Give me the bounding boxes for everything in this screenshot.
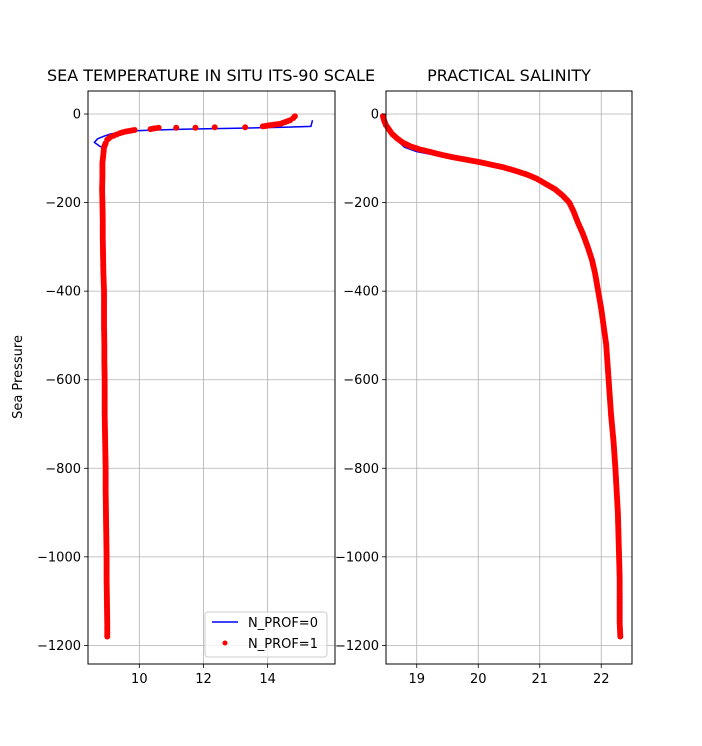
data-point (617, 633, 624, 640)
y-tick-label: −800 (45, 462, 81, 477)
y-tick-label: −1200 (335, 639, 379, 654)
y-tick-label: −600 (343, 373, 379, 388)
data-point (259, 123, 266, 130)
x-tick-label: 10 (131, 672, 148, 687)
y-tick-label: −200 (343, 196, 379, 211)
data-point (211, 124, 218, 131)
data-point (147, 126, 154, 133)
salinity-plot-title: PRACTICAL SALINITY (427, 66, 591, 85)
temperature-grid (88, 91, 335, 664)
data-point (242, 124, 249, 131)
salinity-grid (386, 91, 632, 664)
y-tick-label: −400 (343, 285, 379, 300)
y-tick-label: −1200 (37, 639, 81, 654)
data-point (173, 124, 180, 131)
x-tick-label: 19 (408, 672, 425, 687)
salinity-plot: PRACTICAL SALINITY 19 20 21 22 0 −200 −400 −600… (335, 66, 633, 687)
legend-box (204, 611, 328, 658)
salinity-series (379, 113, 624, 640)
y-tick-label: −200 (45, 196, 81, 211)
x-tick-label: 14 (259, 672, 276, 687)
y-tick-label: −600 (45, 373, 81, 388)
data-point (104, 633, 111, 640)
salinity-plot-frame (385, 90, 633, 665)
legend-dot-swatch (222, 640, 228, 646)
temperature-plot-frame (87, 90, 336, 665)
series-dots-n-prof-1 (379, 113, 624, 640)
legend: N_PROF=0 N_PROF=1 (204, 611, 328, 658)
x-tick-label: 12 (195, 672, 212, 687)
y-tick-label: −400 (45, 285, 81, 300)
x-tick-label: 20 (470, 672, 487, 687)
temperature-ticks: 10 12 14 0 −200 −400 −600 −800 −1000 −1200 (37, 108, 276, 687)
x-tick-label: 22 (593, 672, 610, 687)
temperature-plot-ylabel: Sea Pressure (11, 335, 26, 419)
legend-entry-n-prof-0: N_PROF=0 (248, 616, 318, 631)
y-tick-label: 0 (371, 108, 379, 123)
x-tick-label: 21 (531, 672, 548, 687)
y-tick-label: −800 (343, 462, 379, 477)
temperature-plot: SEA TEMPERATURE IN SITU ITS-90 SCALE Sea… (11, 66, 375, 687)
temperature-series (93, 113, 314, 640)
y-tick-label: 0 (73, 108, 81, 123)
data-point (192, 124, 199, 131)
y-tick-label: −1000 (335, 550, 379, 565)
temperature-plot-title: SEA TEMPERATURE IN SITU ITS-90 SCALE (47, 66, 375, 85)
salinity-ticks: 19 20 21 22 0 −200 −400 −600 −800 −1000 −1200 (335, 108, 610, 687)
series-dots-n-prof-1 (99, 113, 298, 640)
legend-entry-n-prof-1: N_PROF=1 (248, 637, 318, 652)
y-tick-label: −1000 (37, 550, 81, 565)
